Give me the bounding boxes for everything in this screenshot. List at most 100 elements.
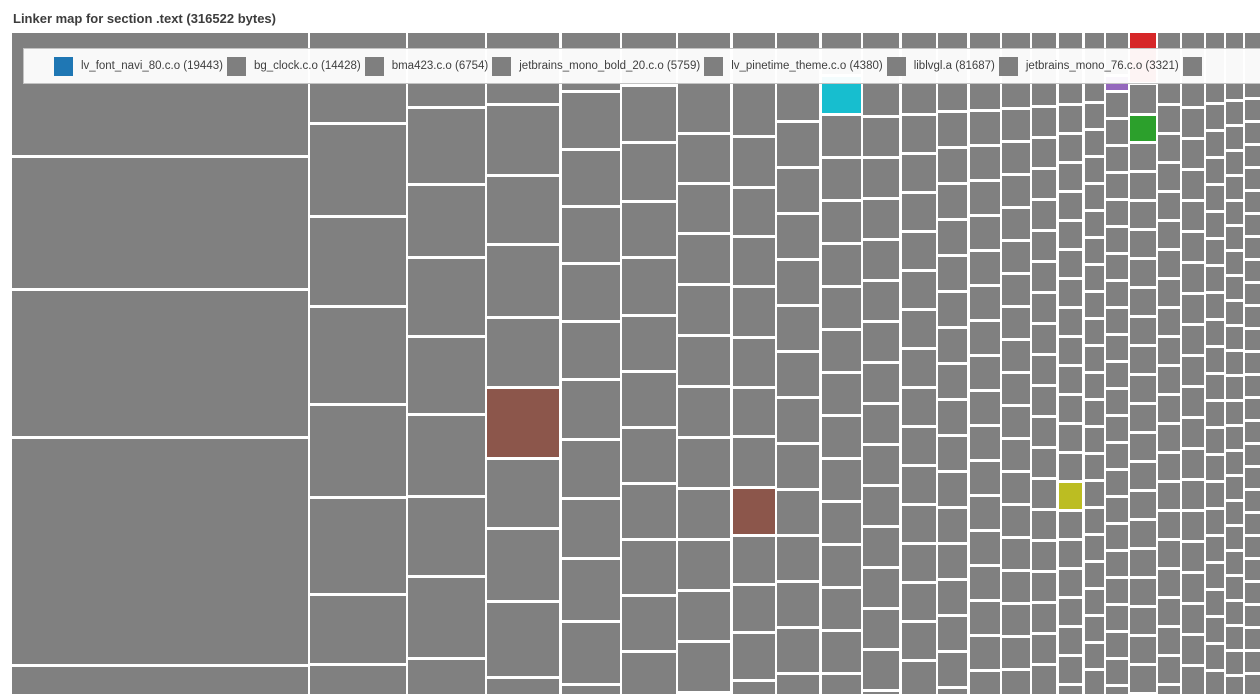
treemap-cell xyxy=(1130,405,1156,431)
treemap-cell xyxy=(1032,387,1056,415)
treemap-cell xyxy=(777,215,819,258)
treemap-cell xyxy=(1002,341,1030,371)
treemap-cell xyxy=(1106,309,1128,333)
treemap-cell xyxy=(970,322,1000,354)
treemap-cell xyxy=(487,106,559,174)
treemap-cell xyxy=(310,596,406,663)
treemap-cell xyxy=(1158,570,1180,596)
treemap-cell xyxy=(1085,104,1104,128)
treemap-cell xyxy=(1130,579,1156,605)
treemap-cell xyxy=(1245,560,1260,580)
treemap-cell xyxy=(1085,536,1104,560)
treemap-cell xyxy=(970,147,1000,179)
treemap-cell xyxy=(1158,164,1180,190)
treemap-cell xyxy=(1106,228,1128,252)
treemap-cell xyxy=(1158,251,1180,277)
treemap-cell xyxy=(1059,628,1082,654)
treemap-cell xyxy=(970,672,1000,694)
treemap-cell xyxy=(1106,471,1128,495)
treemap-cell xyxy=(1245,146,1260,166)
treemap-cell xyxy=(1226,227,1243,249)
treemap-cell xyxy=(1130,608,1156,634)
treemap-cell xyxy=(1245,675,1260,694)
treemap-cell xyxy=(1158,541,1180,567)
treemap-cell xyxy=(1106,336,1128,360)
treemap-cell xyxy=(1106,579,1128,603)
treemap-cell xyxy=(1206,672,1224,694)
treemap-cell xyxy=(678,135,730,182)
treemap-cell xyxy=(1085,455,1104,479)
legend-item-label: lv_pinetime_theme.c.o (4380) xyxy=(731,60,883,72)
treemap-cell xyxy=(12,439,308,664)
legend-swatch xyxy=(54,56,73,76)
legend-item: lv_pinetime_theme.c.o (4380) xyxy=(704,56,883,76)
treemap-cell xyxy=(902,233,936,269)
treemap-cell xyxy=(562,208,620,262)
treemap-cell xyxy=(408,498,485,575)
treemap-cell xyxy=(408,109,485,183)
treemap-cell xyxy=(1002,143,1030,173)
treemap-cell xyxy=(777,537,819,580)
treemap-cell xyxy=(1158,686,1180,694)
treemap-cell xyxy=(1245,629,1260,649)
treemap-cell xyxy=(1158,454,1180,480)
treemap-cell xyxy=(408,338,485,413)
treemap-cell xyxy=(1226,127,1243,149)
legend: lv_font_navi_80.c.o (19443) bg_clock.c.o … xyxy=(23,48,1260,84)
treemap-cell xyxy=(1032,480,1056,508)
treemap-cell xyxy=(487,530,559,600)
treemap-cell xyxy=(822,460,861,500)
treemap-cell xyxy=(1032,573,1056,601)
treemap-cell xyxy=(822,288,861,328)
treemap-cell xyxy=(12,158,308,288)
treemap-cell xyxy=(1245,652,1260,672)
treemap-cell xyxy=(1158,135,1180,161)
treemap-cell xyxy=(1226,252,1243,274)
treemap-cell xyxy=(562,623,620,683)
treemap-cell xyxy=(1206,348,1224,372)
treemap-cell xyxy=(1245,100,1260,120)
treemap-cell xyxy=(733,634,775,679)
treemap-cell xyxy=(1130,260,1156,286)
legend-item: jetbrains_mono_76.c.o (3321) xyxy=(998,56,1179,76)
treemap-cell xyxy=(733,138,775,186)
treemap-cell xyxy=(863,282,899,320)
treemap-cell xyxy=(1182,481,1204,509)
treemap-cell xyxy=(1085,185,1104,209)
treemap-cell xyxy=(1106,687,1128,694)
treemap-cell xyxy=(938,437,967,470)
treemap-cell xyxy=(1130,144,1156,170)
treemap-cell xyxy=(1059,541,1082,567)
treemap-cell xyxy=(863,159,899,197)
treemap-cell xyxy=(1158,338,1180,364)
treemap-cell xyxy=(902,155,936,191)
treemap-cell xyxy=(1032,542,1056,570)
treemap-cell xyxy=(1206,591,1224,615)
treemap-cell xyxy=(562,560,620,620)
treemap-cell xyxy=(622,485,676,538)
treemap-cell xyxy=(1206,132,1224,156)
legend-swatch xyxy=(886,56,906,76)
treemap-cell xyxy=(1226,427,1243,449)
treemap-cell xyxy=(1106,147,1128,171)
treemap-cell xyxy=(938,257,967,290)
treemap-cell xyxy=(1245,376,1260,396)
treemap-cell xyxy=(1002,176,1030,206)
treemap-cell xyxy=(1182,233,1204,261)
treemap-cell xyxy=(1226,177,1243,199)
treemap-cell xyxy=(1226,602,1243,624)
treemap-cell xyxy=(487,679,559,694)
treemap-cell xyxy=(622,259,676,314)
treemap-cell xyxy=(1002,440,1030,470)
treemap-cell xyxy=(1206,564,1224,588)
treemap-cell xyxy=(1158,657,1180,683)
treemap-cell xyxy=(1059,251,1082,277)
treemap-cell xyxy=(1130,173,1156,199)
page-title: Linker map for section .text (316522 byt… xyxy=(13,11,276,26)
treemap-cell xyxy=(562,93,620,148)
treemap-cell xyxy=(1182,171,1204,199)
treemap-cell xyxy=(970,532,1000,564)
treemap-cell xyxy=(1206,510,1224,534)
legend-item: bma423.c.o (6754) xyxy=(364,56,488,76)
